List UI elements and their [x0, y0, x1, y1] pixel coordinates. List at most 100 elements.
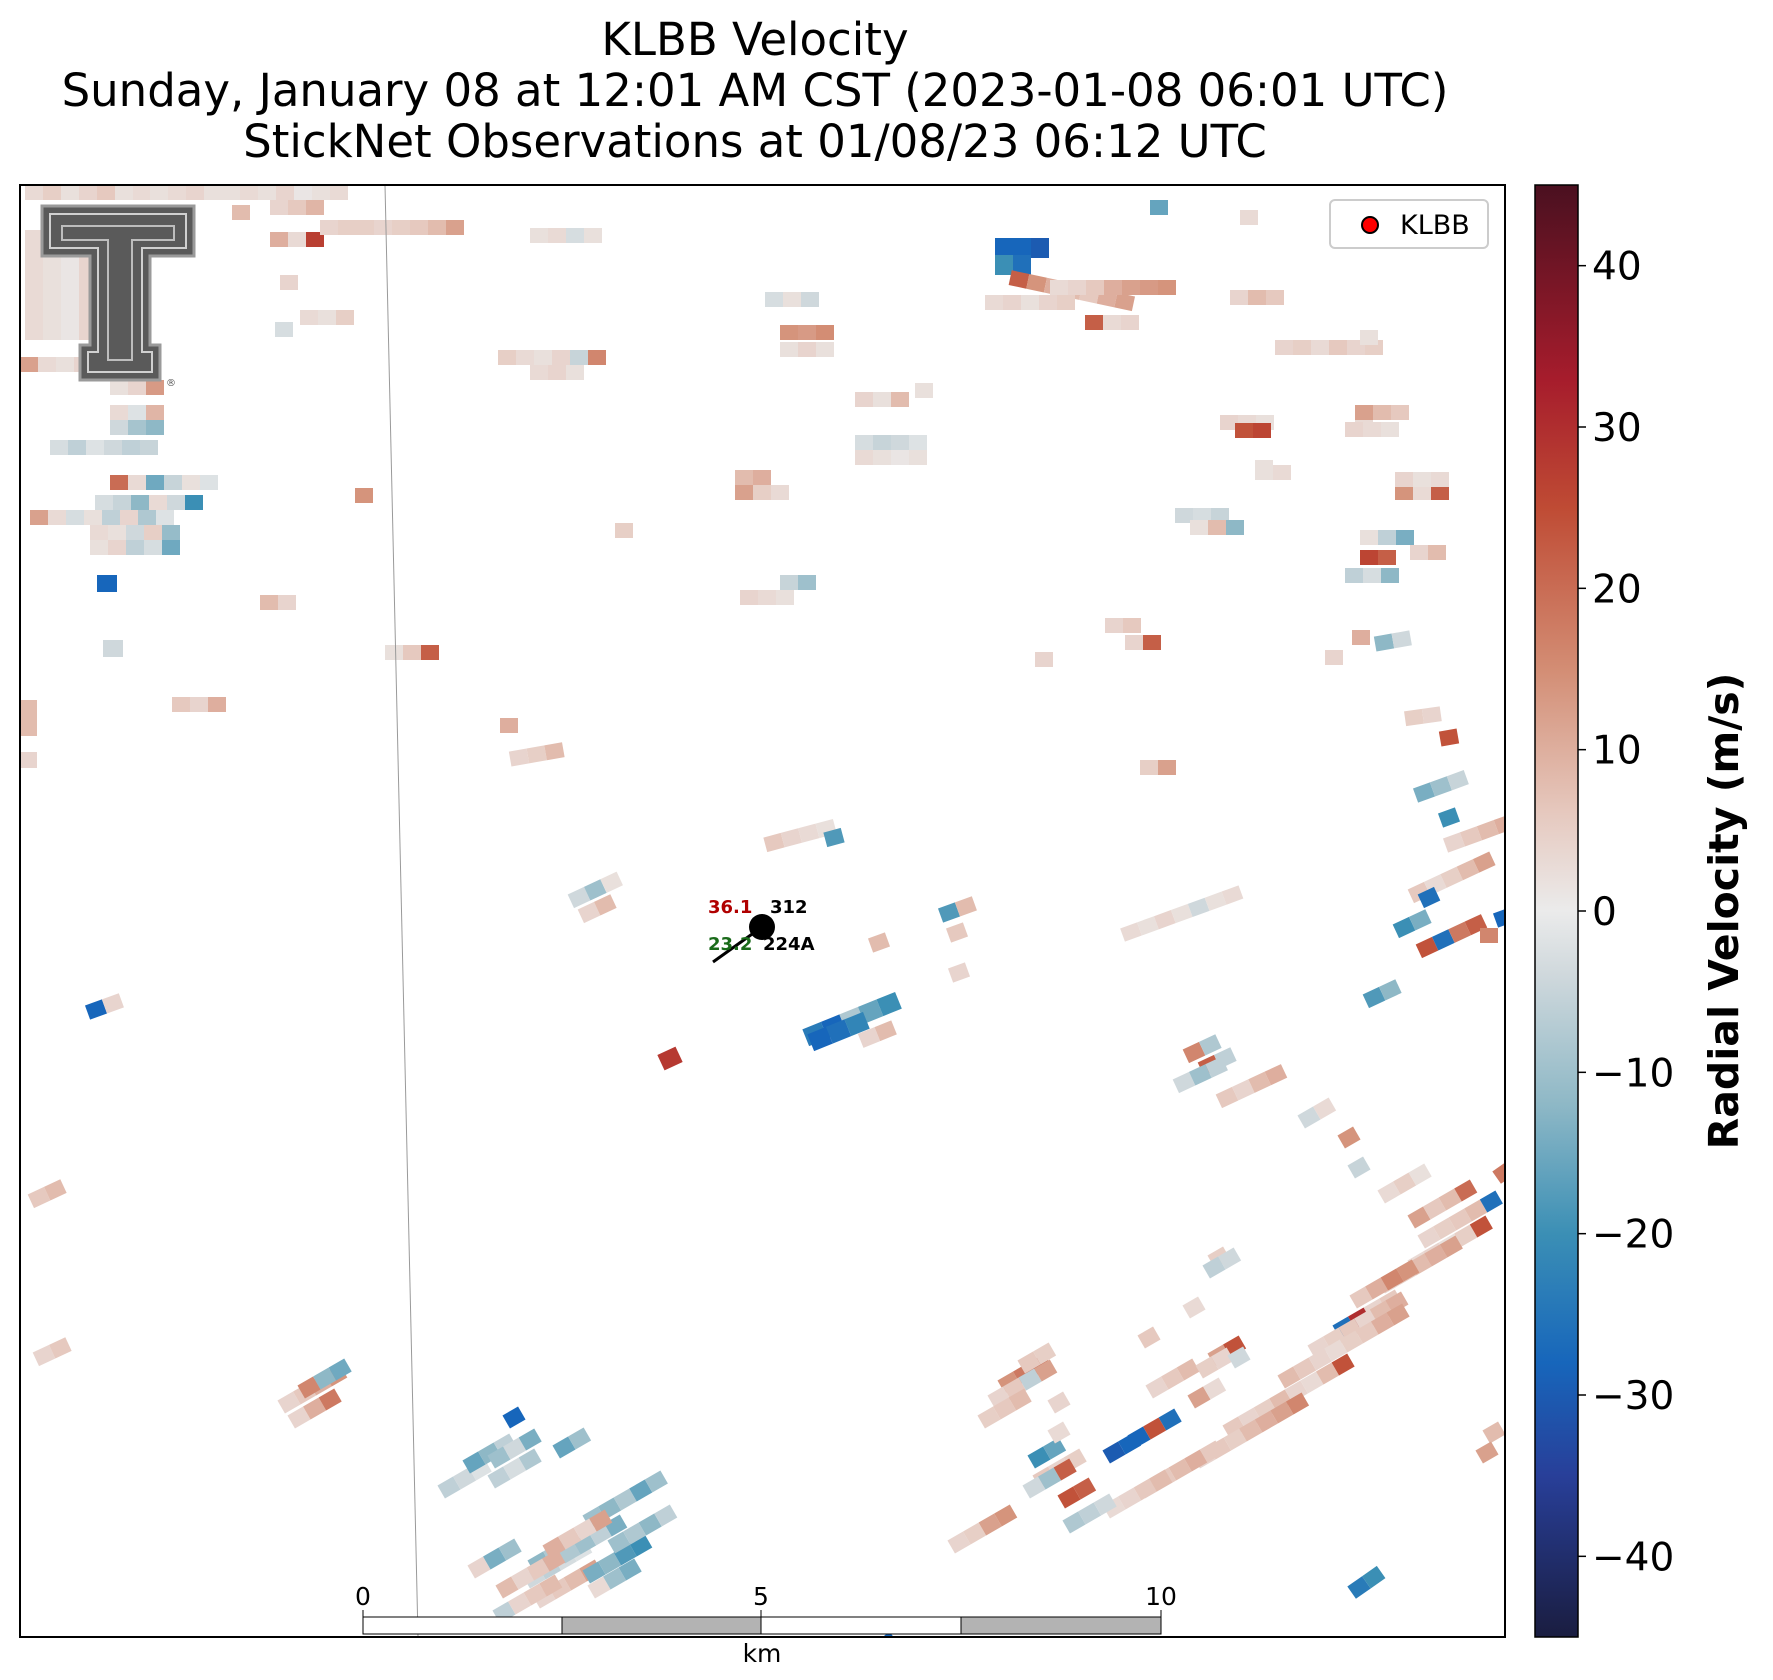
radar-pixel: [462, 1451, 486, 1474]
radar-pixel: [1145, 1376, 1169, 1399]
radar-pixel: [566, 228, 584, 243]
radar-pixel: [1454, 1179, 1478, 1202]
radar-pixel: [503, 1437, 527, 1460]
radar-pixel: [50, 440, 68, 455]
radar-pixel: [1039, 295, 1057, 310]
radar-pixel: [568, 1427, 592, 1450]
radar-pixel: [891, 392, 909, 407]
radar-pixel: [798, 325, 816, 340]
radar-pixel: [1103, 315, 1121, 330]
radar-pixel: [530, 365, 548, 380]
radar-pixel: [1184, 1449, 1208, 1472]
radar-pixel: [1161, 1367, 1185, 1390]
radar-pixel: [526, 1558, 550, 1581]
radar-pixel: [303, 1397, 327, 1420]
radar-pixel: [1438, 728, 1460, 747]
radar-pixel: [1043, 1437, 1067, 1460]
radar-pixel: [1293, 340, 1311, 355]
radar-pixel: [1363, 568, 1381, 583]
radar-pixel: [1208, 520, 1226, 535]
scale-tick-0: 0: [355, 1582, 371, 1611]
radar-pixel: [1369, 1300, 1393, 1323]
radar-pixel: [1459, 826, 1482, 847]
radar-pixel: [1407, 1206, 1431, 1229]
sticknet-station: 36.1 312 23.2 224A: [708, 897, 815, 964]
radar-pixel: [1149, 1469, 1173, 1492]
radar-pixel: [1240, 210, 1258, 225]
radar-pixel: [1120, 922, 1142, 942]
radar-pixel: [518, 1448, 542, 1471]
radar-pixel: [891, 450, 909, 465]
radar-pixel: [278, 595, 296, 610]
radar-pixel: [607, 1531, 631, 1554]
radar-pixel: [947, 962, 971, 983]
radar-pixel: [566, 365, 584, 380]
radar-pixel: [1140, 280, 1158, 295]
radar-pixel: [1415, 936, 1439, 959]
title-line-2: Sunday, January 08 at 12:01 AM CST (2023…: [61, 64, 1449, 117]
radar-pixel: [618, 1558, 642, 1581]
radar-pixel: [987, 1386, 1011, 1409]
radar-pixel: [240, 185, 258, 200]
radar-pixel: [994, 1504, 1018, 1527]
radar-pixel: [780, 828, 803, 848]
radar-pixel: [1026, 274, 1047, 293]
radar-pixel: [558, 1527, 582, 1550]
radar-pixel: [1476, 820, 1499, 841]
colorbar-tick-label: 20: [1592, 567, 1642, 612]
radar-pixel: [600, 871, 623, 893]
radar-pixel: [1158, 280, 1176, 295]
radar-pixel: [146, 475, 164, 490]
radar-pixel: [146, 405, 164, 420]
radar-pixel: [1391, 405, 1409, 420]
radar-pixel: [1428, 545, 1446, 560]
radar-pixel: [1395, 485, 1413, 500]
legend-label: KLBB: [1400, 210, 1470, 241]
radar-pixel: [97, 575, 117, 592]
radar-pixel: [1297, 1106, 1321, 1129]
radar-pixel: [1331, 1353, 1355, 1376]
radar-pixel: [638, 1513, 662, 1536]
radar-pixel: [128, 420, 146, 435]
radar-pixel: [1248, 1071, 1271, 1093]
radar-pixel: [798, 342, 816, 357]
radar-pixel: [657, 1046, 683, 1071]
radar-pixel: [753, 485, 771, 500]
radar-pixel: [1446, 770, 1469, 791]
radar-pixel: [200, 475, 218, 490]
radar-pixel: [735, 470, 753, 485]
radar-pixel: [495, 1576, 519, 1599]
radar-pixel: [1187, 1386, 1211, 1409]
radar-pixel: [1442, 832, 1466, 853]
radar-pixel: [95, 495, 113, 510]
radar-pixel: [891, 435, 909, 450]
radar-pixel: [577, 901, 601, 924]
colorbar-tick-label: 40: [1592, 245, 1642, 290]
radar-pixel: [97, 185, 115, 200]
radar-pixel: [300, 310, 318, 325]
radar-pixel: [122, 440, 140, 455]
radar-pixel: [1408, 1163, 1432, 1186]
radar-pixel: [1507, 1151, 1530, 1174]
radar-pixel: [1226, 520, 1244, 535]
radar-pixel: [1456, 859, 1480, 881]
radar-pixel: [1050, 280, 1068, 295]
radar-pixel: [1355, 405, 1373, 420]
radar-pixel: [1093, 1493, 1117, 1516]
radar-pixel: [780, 325, 798, 340]
radar-pixel: [374, 220, 392, 235]
radar-pixel: [133, 185, 151, 200]
radar-pixel: [1248, 290, 1266, 305]
radar-pixel: [1339, 1330, 1363, 1353]
radar-pixel: [563, 1568, 587, 1591]
radar-pixel: [162, 540, 180, 555]
radar-pixel: [909, 450, 927, 465]
radar-pixel: [1293, 1357, 1317, 1380]
radar-pixel: [260, 595, 278, 610]
radar-pixel: [164, 475, 182, 490]
radar-pixel: [1102, 1441, 1126, 1464]
radar-pixel: [1408, 909, 1432, 931]
radar-pixel: [500, 718, 518, 733]
colorbar-tick-label: −30: [1592, 1374, 1674, 1419]
